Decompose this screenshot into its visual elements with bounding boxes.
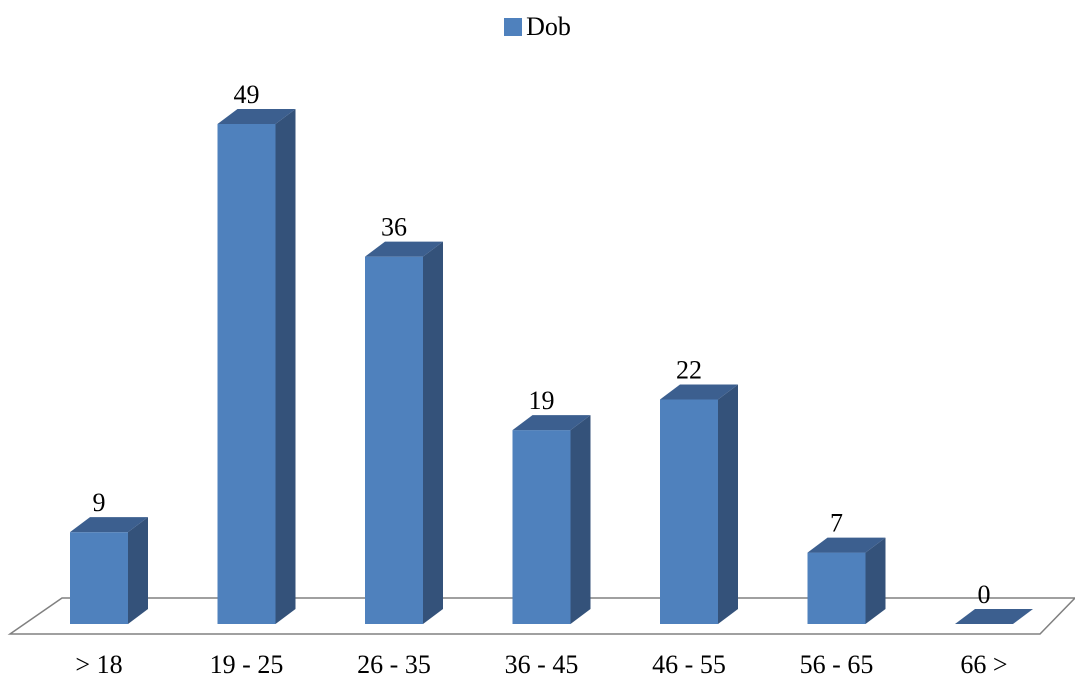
legend-label: Dob [526,12,571,41]
bar-side [570,415,591,624]
x-tick-label: 56 - 65 [800,650,874,679]
bar [70,532,128,624]
bar [217,124,276,624]
data-label: 19 [529,386,555,415]
legend-swatch [504,18,523,36]
legend: Dob [0,12,1075,42]
bar-top [660,384,738,400]
bar-top [217,109,296,124]
x-tick-label: 36 - 45 [505,650,579,679]
bar-side [128,517,148,624]
bar [807,552,866,624]
bar [660,399,718,624]
bar [512,430,571,624]
x-tick-label: 66 > [960,650,1007,679]
bar-top [70,517,148,533]
bar-side [718,384,738,624]
x-tick-label: 46 - 55 [652,650,726,679]
bar-side [275,109,296,624]
data-label: 22 [676,356,702,385]
data-label: 7 [830,509,843,538]
data-label: 49 [234,80,260,109]
x-tick-label: 26 - 35 [357,650,431,679]
bar [365,256,423,624]
x-tick-label: 19 - 25 [210,650,284,679]
bar-side [423,241,443,624]
bar-top [807,537,886,553]
bar-top [955,609,1033,624]
data-label: 36 [381,213,407,242]
bar-top [365,241,443,257]
x-tick-label: > 18 [75,650,122,679]
data-label: 9 [93,488,106,517]
data-label: 0 [978,580,991,609]
bar-top [512,415,591,431]
bar-side [865,537,886,624]
